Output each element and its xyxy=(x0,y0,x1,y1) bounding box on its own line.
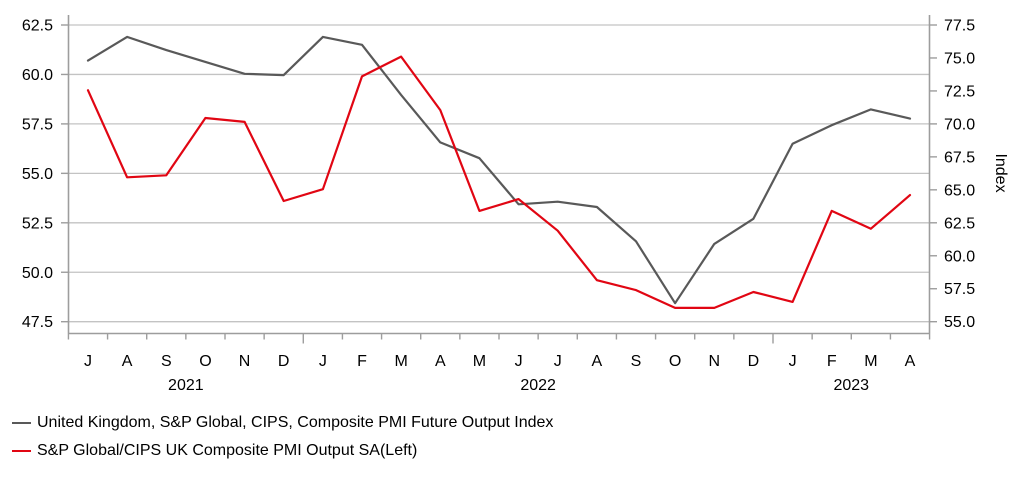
right-axis-tick-label: 55.0 xyxy=(944,314,975,331)
x-axis-month-label: O xyxy=(669,353,681,370)
left-axis-tick-label: 57.5 xyxy=(22,116,53,133)
x-axis-month-label: J xyxy=(554,353,562,370)
x-axis-year-label: 2021 xyxy=(168,377,204,394)
right-axis-tick-label: 57.5 xyxy=(944,281,975,298)
x-axis-month-label: N xyxy=(239,353,251,370)
chart-plot-area: 62.5 60.0 57.5 55.0 52.5 50.0 47.5 77.5 75.0 72.5… xyxy=(22,15,1009,394)
x-axis-month-label: S xyxy=(631,353,642,370)
x-axis-month-label: S xyxy=(161,353,172,370)
x-axis-month-label: M xyxy=(394,353,407,370)
left-axis-tick-label: 50.0 xyxy=(22,265,53,282)
x-axis-month-label: O xyxy=(199,353,211,370)
x-axis-month-label: J xyxy=(515,353,523,370)
legend-swatch-gray-line xyxy=(12,421,31,424)
legend-swatch-red-line xyxy=(12,449,31,452)
chart-legend: United Kingdom, S&P Global, CIPS, Compos… xyxy=(12,412,553,461)
series-line-future-output-index xyxy=(86,35,912,305)
left-axis-tick-label: 52.5 xyxy=(22,215,53,232)
left-axis-tick-label: 47.5 xyxy=(22,314,53,331)
right-axis-tick-label: 67.5 xyxy=(944,149,975,166)
x-axis-month-label: N xyxy=(709,353,721,370)
right-axis-tick-label: 65.0 xyxy=(944,182,975,199)
right-axis-tick-label: 75.0 xyxy=(944,50,975,67)
x-axis-month-label: D xyxy=(278,353,290,370)
right-axis-tick-label: 62.5 xyxy=(944,215,975,232)
left-axis-tick-label: 60.0 xyxy=(22,67,53,84)
x-axis-month-label: J xyxy=(319,353,327,370)
x-axis-year-label: 2023 xyxy=(833,377,869,394)
left-axis-tick-label: 62.5 xyxy=(22,18,53,35)
x-axis-month-label: F xyxy=(357,353,367,370)
legend-label-composite-output: S&P Global/CIPS UK Composite PMI Output … xyxy=(37,442,418,459)
right-axis-tick-label: 70.0 xyxy=(944,116,975,133)
x-axis-month-label: M xyxy=(473,353,486,370)
x-axis-month-label: A xyxy=(435,353,446,370)
x-axis-year-label: 2022 xyxy=(520,377,556,394)
x-axis-month-label: A xyxy=(905,353,916,370)
x-axis-month-label: M xyxy=(864,353,877,370)
x-axis-month-label: J xyxy=(84,353,92,370)
legend-item-future-output-index: United Kingdom, S&P Global, CIPS, Compos… xyxy=(12,412,553,433)
legend-item-composite-output: S&P Global/CIPS UK Composite PMI Output … xyxy=(12,440,553,461)
x-axis-month-label: A xyxy=(592,353,603,370)
x-axis-month-label: J xyxy=(789,353,797,370)
x-axis-month-label: A xyxy=(122,353,133,370)
left-axis-tick-label: 55.0 xyxy=(22,166,53,183)
right-axis-tick-label: 77.5 xyxy=(944,18,975,35)
x-axis-month-label: F xyxy=(827,353,837,370)
right-axis-tick-label: 72.5 xyxy=(944,83,975,100)
right-axis-title: Index xyxy=(992,153,1009,192)
right-axis-tick-label: 60.0 xyxy=(944,248,975,265)
legend-label-future-output-index: United Kingdom, S&P Global, CIPS, Compos… xyxy=(37,414,554,431)
x-axis-month-label: D xyxy=(748,353,760,370)
series-line-composite-output xyxy=(86,55,912,309)
